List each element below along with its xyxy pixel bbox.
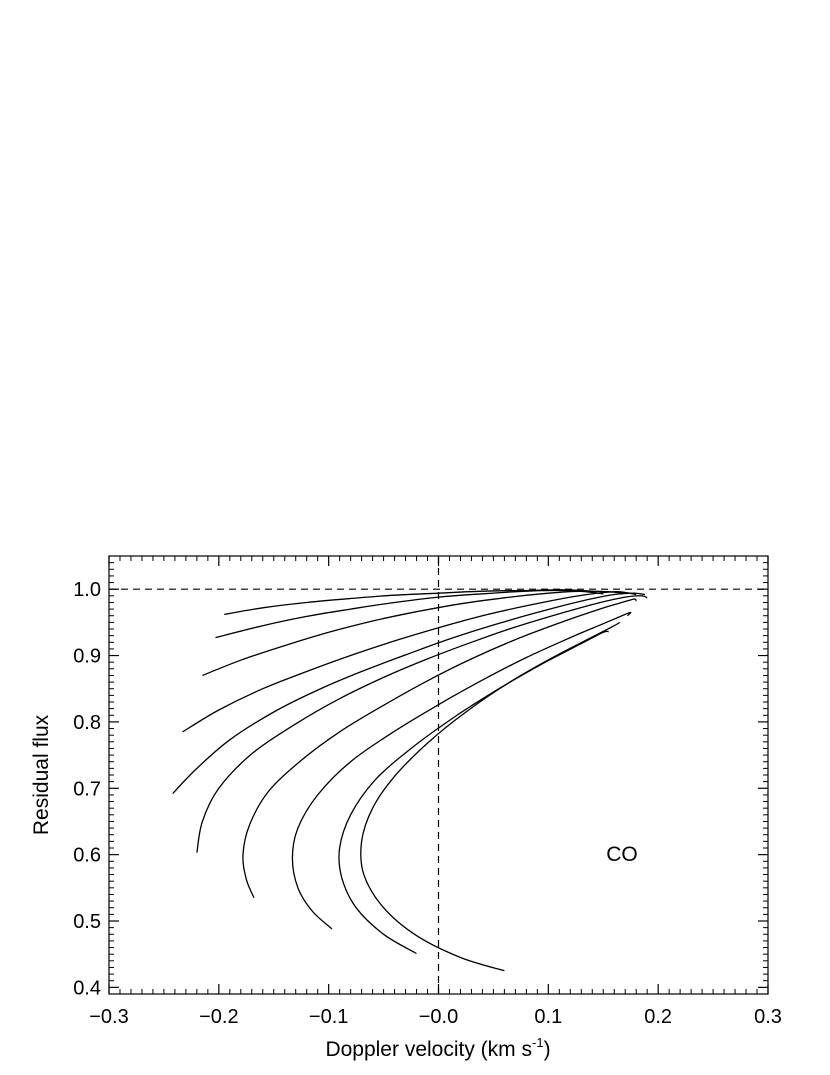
series-curve-4 — [182, 591, 637, 733]
series-curve-10 — [360, 621, 621, 972]
x-tick-label: 0.2 — [644, 1006, 672, 1028]
series-curve-6 — [196, 595, 648, 853]
y-tick-label: 0.8 — [73, 712, 101, 734]
series-curve-9 — [338, 630, 609, 955]
x-tick-label: −0.3 — [89, 1006, 128, 1028]
x-tick-label: −0.1 — [309, 1006, 348, 1028]
minor-ticks — [109, 555, 768, 995]
reference-lines — [109, 556, 768, 994]
series-curve-5 — [172, 592, 646, 795]
x-axis-title: Doppler velocity (km s-1) — [325, 1035, 550, 1061]
series-group — [172, 589, 648, 972]
y-tick-label: 0.4 — [73, 977, 101, 999]
series-curve-3 — [202, 590, 626, 677]
y-tick-label: 0.7 — [73, 778, 101, 800]
series-curve-2 — [215, 589, 604, 639]
x-tick-label: 0.3 — [754, 1006, 782, 1028]
series-curve-8 — [291, 611, 632, 930]
y-tick-labels: 0.4 0.5 0.6 0.7 0.8 0.9 1.0 — [73, 579, 101, 999]
y-tick-label: 0.9 — [73, 646, 101, 668]
x-tick-labels: −0.3 −0.2 −0.1 −0.0 0.1 0.2 0.3 — [89, 1006, 782, 1028]
major-ticks — [108, 556, 769, 994]
x-tick-label: −0.2 — [199, 1006, 238, 1028]
series-curve-7 — [242, 598, 637, 899]
y-axis-title: Residual flux — [30, 714, 53, 835]
y-tick-label: 0.5 — [73, 911, 101, 933]
y-tick-label: 0.6 — [73, 845, 101, 867]
y-tick-label: 1.0 — [73, 579, 101, 601]
series-curve-1 — [224, 589, 593, 616]
x-tick-label: −0.0 — [419, 1006, 458, 1028]
co-annotation: CO — [606, 843, 638, 866]
x-tick-label: 0.1 — [534, 1006, 562, 1028]
